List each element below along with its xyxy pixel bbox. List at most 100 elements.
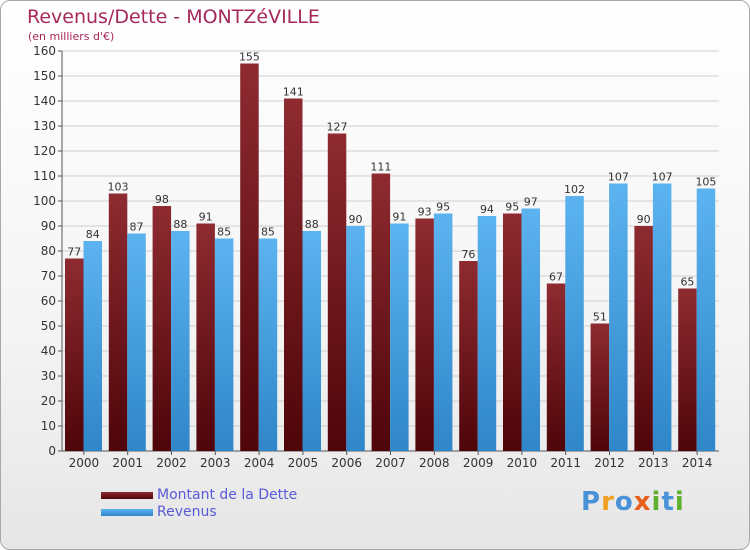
bar-debt	[459, 261, 478, 451]
bar-revenue	[433, 213, 453, 451]
x-tick-label: 2009	[463, 456, 494, 470]
bar-revenue	[127, 233, 146, 451]
data-label-debt: 127	[327, 121, 348, 134]
data-label-debt: 77	[67, 246, 81, 259]
bar-revenue	[302, 231, 321, 451]
bar-debt	[503, 213, 522, 451]
bar-revenue	[652, 183, 672, 451]
data-label-debt: 155	[239, 51, 260, 64]
bar-revenue	[565, 196, 584, 451]
bar-revenue	[477, 216, 497, 451]
bar-revenue	[214, 238, 234, 451]
data-label-debt: 91	[199, 211, 213, 224]
bar-revenue	[696, 188, 716, 451]
x-tick-label: 2007	[375, 456, 406, 470]
x-tick-label: 2013	[638, 456, 669, 470]
data-label-revenue: 97	[524, 196, 538, 209]
y-tick-label: 140	[33, 94, 56, 108]
y-tick-label: 50	[41, 319, 56, 333]
logo-letter: o	[614, 487, 634, 517]
bar-revenue	[258, 238, 278, 451]
x-tick-label: 2003	[200, 456, 231, 470]
bar-revenue	[390, 223, 409, 451]
logo-letter: x	[633, 487, 652, 517]
data-label-debt: 141	[283, 86, 304, 99]
legend-label-revenue: Revenus	[157, 504, 217, 520]
data-label-revenue: 90	[349, 213, 363, 226]
data-label-debt: 93	[418, 206, 432, 219]
y-tick-label: 90	[41, 219, 56, 233]
data-label-debt: 103	[108, 181, 129, 194]
y-tick-label: 160	[33, 44, 56, 58]
data-label-revenue: 85	[217, 226, 231, 239]
x-tick-label: 2010	[507, 456, 538, 470]
data-label-revenue: 95	[436, 201, 450, 214]
x-tick-label: 2012	[594, 456, 625, 470]
y-tick-label: 110	[33, 169, 56, 183]
x-tick-label: 2002	[156, 456, 187, 470]
bar-revenue	[171, 231, 190, 451]
x-tick-label: 2005	[288, 456, 319, 470]
data-label-revenue: 107	[608, 171, 629, 184]
y-tick-label: 0	[48, 444, 56, 458]
proxiti-logo: Proxiti	[581, 487, 685, 517]
data-label-debt: 95	[505, 201, 519, 214]
data-label-revenue: 91	[392, 211, 406, 224]
bar-debt	[196, 223, 215, 451]
bar-debt	[678, 288, 697, 451]
data-label-revenue: 102	[564, 183, 585, 196]
bar-revenue	[521, 208, 540, 451]
x-tick-label: 2004	[244, 456, 275, 470]
y-tick-label: 70	[41, 269, 56, 283]
x-tick-label: 2006	[331, 456, 362, 470]
bar-revenue	[609, 183, 628, 451]
data-label-debt: 65	[680, 276, 694, 289]
y-tick-label: 120	[33, 144, 56, 158]
logo-letter: r	[601, 487, 615, 517]
data-label-revenue: 94	[480, 203, 494, 216]
bar-debt	[152, 206, 172, 451]
data-label-debt: 98	[155, 193, 169, 206]
y-tick-label: 40	[41, 344, 56, 358]
bar-revenue	[346, 226, 365, 451]
data-label-revenue: 88	[305, 218, 319, 231]
legend-swatch-debt	[101, 492, 153, 499]
logo-letter: i	[674, 487, 685, 517]
data-label-revenue: 85	[261, 226, 275, 239]
x-tick-label: 2001	[112, 456, 143, 470]
y-tick-label: 150	[33, 69, 56, 83]
data-label-revenue: 105	[695, 176, 716, 189]
label-layer: 0 10 20 30 40 50 60 70 80 90 100 110 120 130 140 150 160…	[33, 44, 716, 470]
bar-debt	[240, 63, 259, 451]
data-label-debt: 90	[637, 213, 651, 226]
bar-revenue	[83, 241, 102, 451]
bar-debt	[371, 173, 391, 451]
data-label-debt: 67	[549, 271, 563, 284]
y-tick-label: 100	[33, 194, 56, 208]
bar-debt	[546, 283, 566, 451]
y-tick-label: 130	[33, 119, 56, 133]
bar-layer	[65, 63, 716, 451]
bar-debt	[415, 218, 434, 451]
chart-title: Revenus/Dette - MONTZéVILLE	[27, 6, 320, 28]
bar-debt	[65, 258, 84, 451]
y-tick-label: 10	[41, 419, 56, 433]
chart-subtitle: (en milliers d'€)	[28, 30, 115, 43]
y-tick-label: 80	[41, 244, 56, 258]
data-label-debt: 111	[370, 161, 391, 174]
x-tick-label: 2014	[682, 456, 713, 470]
x-tick-label: 2008	[419, 456, 450, 470]
bar-debt	[634, 226, 653, 451]
bar-debt	[284, 98, 303, 451]
legend-label-debt: Montant de la Dette	[157, 487, 298, 503]
x-tick-label: 2000	[69, 456, 100, 470]
x-tick-label: 2011	[550, 456, 581, 470]
data-label-revenue: 87	[130, 221, 144, 234]
logo-letter: i	[651, 487, 662, 517]
data-label-revenue: 88	[173, 218, 187, 231]
data-label-revenue: 84	[86, 228, 100, 241]
y-tick-label: 30	[41, 369, 56, 383]
legend-swatch-revenue	[101, 509, 153, 516]
